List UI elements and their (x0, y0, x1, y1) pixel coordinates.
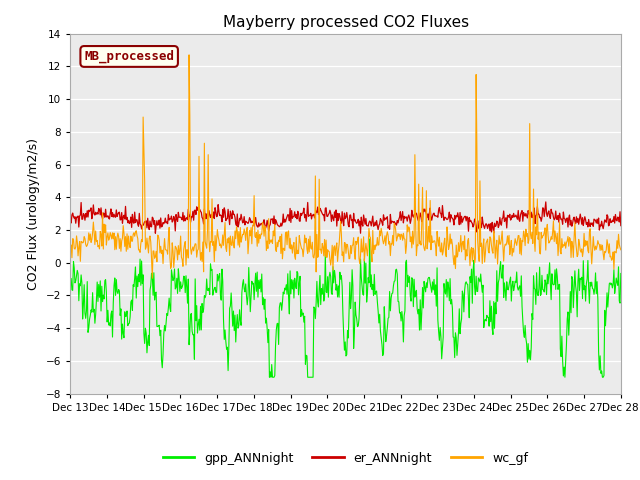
er_ANNnight (133, 217, 141, 223)
gpp_ANNnight (266, 374, 273, 380)
gpp_ANNnight (77, 283, 84, 288)
er_ANNnight (67, 216, 74, 221)
gpp_ANNnight (189, 332, 196, 337)
er_ANNnight (77, 212, 84, 218)
wc_gf (430, 238, 438, 244)
gpp_ANNnight (430, 276, 438, 282)
er_ANNnight (617, 223, 625, 228)
er_ANNnight (413, 214, 421, 219)
wc_gf (617, 247, 625, 252)
gpp_ANNnight (414, 311, 422, 317)
Line: gpp_ANNnight: gpp_ANNnight (70, 239, 621, 377)
wc_gf (67, 243, 74, 249)
wc_gf (148, 276, 156, 281)
Line: er_ANNnight: er_ANNnight (70, 202, 621, 233)
Title: Mayberry processed CO2 Fluxes: Mayberry processed CO2 Fluxes (223, 15, 468, 30)
gpp_ANNnight (218, 266, 226, 272)
wc_gf (191, 243, 198, 249)
wc_gf (133, 233, 141, 239)
Line: wc_gf: wc_gf (70, 55, 621, 278)
Y-axis label: CO2 Flux (urology/m2/s): CO2 Flux (urology/m2/s) (28, 138, 40, 289)
er_ANNnight (152, 230, 159, 236)
er_ANNnight (190, 217, 198, 223)
gpp_ANNnight (67, 283, 74, 289)
Text: MB_processed: MB_processed (84, 50, 174, 63)
wc_gf (77, 258, 84, 264)
Legend: gpp_ANNnight, er_ANNnight, wc_gf: gpp_ANNnight, er_ANNnight, wc_gf (158, 447, 533, 469)
gpp_ANNnight (133, 273, 141, 279)
gpp_ANNnight (617, 271, 625, 276)
wc_gf (220, 242, 227, 248)
wc_gf (185, 52, 193, 58)
gpp_ANNnight (366, 236, 374, 242)
er_ANNnight (219, 207, 227, 213)
er_ANNnight (429, 211, 437, 216)
wc_gf (414, 243, 422, 249)
er_ANNnight (542, 199, 550, 205)
